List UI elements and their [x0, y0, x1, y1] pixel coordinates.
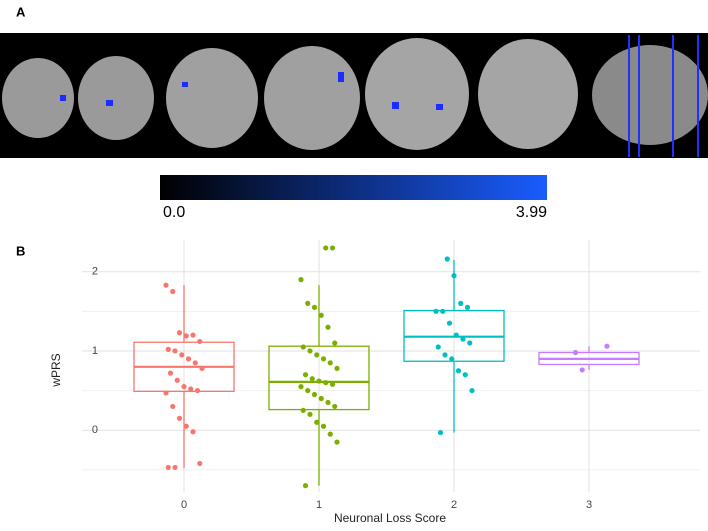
point: [449, 356, 455, 362]
point: [440, 308, 446, 314]
x-axis-label: Neuronal Loss Score: [334, 511, 446, 525]
point: [176, 330, 183, 336]
point: [176, 415, 183, 421]
point: [185, 356, 192, 362]
panel-label: A: [16, 4, 26, 19]
point: [460, 336, 466, 342]
point: [458, 300, 464, 306]
point: [469, 387, 475, 394]
point: [444, 256, 450, 262]
point: [316, 378, 322, 384]
point: [163, 282, 169, 288]
point: [309, 376, 315, 382]
brain-slices: [0, 33, 708, 158]
point: [327, 431, 333, 437]
point: [334, 365, 340, 371]
point: [433, 308, 439, 314]
point: [165, 464, 171, 471]
x-tick-label: 2: [451, 499, 457, 511]
point: [170, 288, 176, 295]
point: [307, 411, 313, 417]
point: [298, 384, 304, 390]
point: [437, 429, 444, 436]
point: [467, 340, 473, 346]
point: [327, 360, 333, 366]
colorbar: [160, 175, 547, 200]
point: [323, 380, 329, 386]
panel-label: B: [16, 243, 25, 258]
point: [572, 349, 579, 356]
point: [318, 312, 324, 318]
point: [451, 273, 457, 279]
y-tick-label: 0: [92, 424, 98, 436]
point: [190, 429, 196, 435]
point: [325, 324, 331, 330]
point: [446, 320, 453, 326]
point: [314, 419, 320, 425]
point: [167, 370, 174, 376]
point: [320, 356, 327, 362]
point: [172, 348, 178, 354]
point: [192, 360, 198, 366]
point: [305, 387, 311, 394]
point: [329, 245, 336, 251]
point: [307, 348, 313, 354]
point: [165, 346, 171, 352]
point: [300, 407, 306, 413]
point: [199, 365, 205, 371]
x-tick-label: 0: [181, 499, 187, 511]
point: [197, 460, 203, 467]
point: [455, 368, 462, 374]
point: [314, 352, 320, 358]
point: [197, 338, 203, 345]
point: [332, 340, 338, 346]
point: [464, 304, 471, 310]
point: [334, 439, 340, 445]
point: [300, 344, 306, 350]
point: [170, 403, 176, 410]
colorbar-label: 3.99: [516, 204, 547, 221]
y-tick-label: 2: [92, 266, 98, 278]
point: [453, 332, 459, 338]
point: [302, 372, 309, 378]
point: [183, 423, 189, 429]
point: [181, 384, 187, 390]
point: [462, 372, 468, 378]
colorbar-label: 0.0: [163, 204, 185, 221]
point: [332, 403, 338, 410]
x-tick-label: 1: [316, 499, 322, 511]
point: [318, 395, 324, 402]
point: [172, 464, 178, 471]
point: [298, 277, 304, 283]
point: [174, 377, 180, 383]
point: [579, 367, 585, 373]
point: [311, 391, 318, 398]
point: [183, 333, 189, 339]
point: [302, 483, 309, 489]
y-tick-label: 1: [92, 345, 98, 357]
point: [442, 352, 448, 358]
point: [320, 423, 327, 429]
point: [305, 300, 311, 306]
point: [188, 386, 194, 392]
point: [325, 399, 331, 406]
y-axis-label: wPRS: [49, 353, 63, 387]
box: [268, 345, 370, 411]
point: [311, 304, 318, 310]
point: [179, 352, 185, 358]
point: [435, 344, 441, 350]
x-tick-label: 3: [586, 499, 592, 511]
point: [190, 332, 196, 338]
point: [604, 343, 610, 349]
point: [323, 245, 329, 251]
point: [194, 387, 201, 394]
point: [329, 381, 336, 387]
point: [163, 390, 169, 396]
